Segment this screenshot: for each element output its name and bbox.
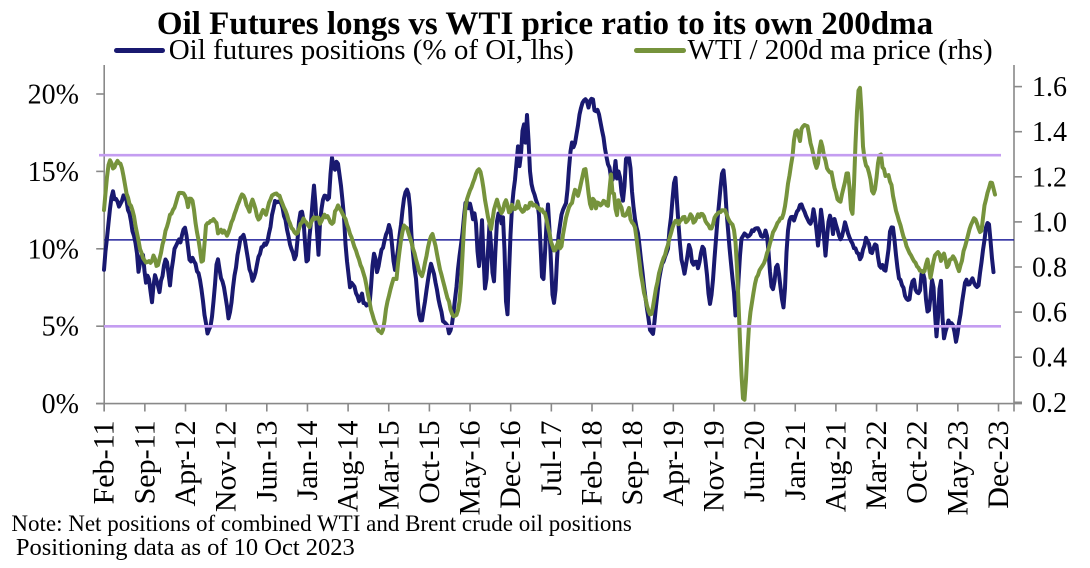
svg-text:1.0: 1.0 xyxy=(1032,207,1067,238)
svg-text:0.2: 0.2 xyxy=(1032,388,1067,419)
svg-text:Aug-21: Aug-21 xyxy=(819,421,852,513)
svg-text:0.4: 0.4 xyxy=(1032,343,1067,374)
svg-text:Oct-15: Oct-15 xyxy=(413,421,446,504)
svg-text:May-23: May-23 xyxy=(941,421,974,516)
svg-text:Feb-11: Feb-11 xyxy=(88,421,121,505)
svg-text:May-16: May-16 xyxy=(454,421,487,516)
svg-text:1.6: 1.6 xyxy=(1032,72,1067,103)
svg-text:Apr-19: Apr-19 xyxy=(657,421,690,507)
svg-text:Jan-21: Jan-21 xyxy=(779,421,812,501)
svg-text:Jan-14: Jan-14 xyxy=(291,421,324,501)
svg-text:Jun-20: Jun-20 xyxy=(738,421,771,503)
svg-text:Apr-12: Apr-12 xyxy=(169,421,202,507)
svg-text:Nov-19: Nov-19 xyxy=(697,421,730,513)
svg-text:0.6: 0.6 xyxy=(1032,298,1067,329)
svg-text:Sep-18: Sep-18 xyxy=(616,421,649,506)
svg-text:0.8: 0.8 xyxy=(1032,253,1067,284)
svg-text:10%: 10% xyxy=(28,234,79,265)
svg-text:Aug-14: Aug-14 xyxy=(332,421,365,513)
svg-text:0%: 0% xyxy=(42,389,79,420)
svg-text:Sep-11: Sep-11 xyxy=(128,421,161,505)
svg-text:Jul-17: Jul-17 xyxy=(535,421,568,496)
svg-text:1.2: 1.2 xyxy=(1032,162,1067,193)
svg-text:20%: 20% xyxy=(28,80,79,111)
svg-text:Mar-22: Mar-22 xyxy=(860,421,893,510)
svg-text:Feb-18: Feb-18 xyxy=(576,421,609,506)
svg-text:15%: 15% xyxy=(28,157,79,188)
svg-text:Mar-15: Mar-15 xyxy=(372,421,405,510)
svg-text:Nov-12: Nov-12 xyxy=(210,421,243,513)
svg-text:Jun-13: Jun-13 xyxy=(250,421,283,503)
svg-text:Dec-16: Dec-16 xyxy=(494,421,527,509)
svg-text:Dec-23: Dec-23 xyxy=(982,421,1015,509)
svg-text:1.4: 1.4 xyxy=(1032,117,1067,148)
svg-text:5%: 5% xyxy=(42,312,79,343)
svg-text:Oct-22: Oct-22 xyxy=(901,421,934,504)
